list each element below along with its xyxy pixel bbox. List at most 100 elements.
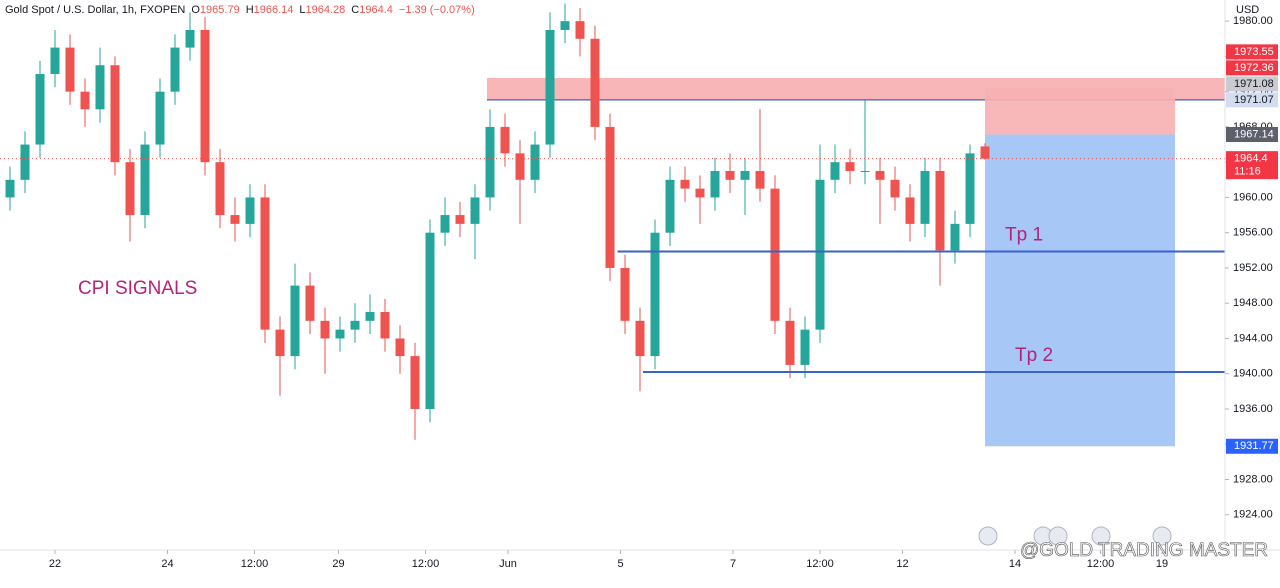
candle-body: [680, 179, 690, 189]
candle-body: [380, 312, 390, 339]
x-tick-label: 7: [730, 558, 736, 570]
candle-body: [170, 47, 180, 92]
header: Gold Spot / U.S. Dollar, 1h, FXOPEN O1965…: [5, 4, 475, 16]
target-zone: [985, 134, 1176, 447]
candle-body: [605, 126, 615, 268]
y-tick-label: 1952.00: [1233, 262, 1273, 274]
annotation: CPI SIGNALS: [78, 278, 197, 299]
header-item: 1965.79: [200, 4, 240, 16]
price-label: 1973.55: [1234, 46, 1274, 58]
candle-body: [365, 312, 375, 321]
header-item: H: [246, 4, 254, 16]
price-label-box: [1226, 44, 1278, 60]
candle-body: [875, 170, 885, 180]
y-tick-label: 1940.00: [1233, 368, 1273, 380]
x-tick-label: 12:00: [412, 558, 440, 570]
candle-body: [125, 162, 135, 216]
candle-body: [935, 170, 945, 251]
candle-body: [215, 162, 225, 216]
event-flag[interactable]: [1091, 526, 1111, 546]
candle-body: [800, 329, 810, 365]
price-label-box: [1226, 438, 1278, 454]
header-item: L: [299, 4, 305, 16]
candle-body: [545, 29, 555, 145]
x-tick-label: 24: [161, 558, 173, 570]
x-tick-label: 12:00: [806, 558, 834, 570]
candle-body: [590, 38, 600, 127]
candle-body: [650, 232, 660, 357]
candle-body: [950, 223, 960, 251]
event-flag[interactable]: [1152, 526, 1172, 546]
price-label: 1931.77: [1234, 440, 1274, 452]
x-tick-label: 22: [49, 558, 61, 570]
tp-label: Tp 2: [1015, 345, 1053, 366]
candle-body: [410, 356, 420, 409]
header-item: −1.39 (−0.07%): [399, 4, 475, 16]
currency: USD: [1236, 4, 1259, 16]
price-label-box: [1226, 92, 1278, 108]
candle-body: [440, 215, 450, 233]
y-tick-label: 1980.00: [1233, 15, 1273, 27]
candle-body: [185, 29, 195, 48]
candle-body: [35, 74, 45, 145]
countdown: 11:16: [1234, 166, 1261, 178]
candle-body: [335, 329, 345, 339]
candle-body: [860, 170, 870, 172]
x-tick-label: 29: [332, 558, 344, 570]
price-label: 1971.08: [1234, 78, 1274, 90]
candle-body: [725, 170, 735, 180]
price-label: 1967.14: [1234, 128, 1274, 140]
candle-body: [305, 285, 315, 321]
price-label-box: [1226, 76, 1278, 92]
y-tick-label: 1924.00: [1233, 509, 1273, 521]
candle-body: [530, 144, 540, 180]
candle-body: [155, 91, 165, 145]
price-label-box: [1226, 127, 1278, 143]
event-flag[interactable]: [978, 526, 998, 546]
header-item: 1964.28: [306, 4, 346, 16]
candle-body: [425, 232, 435, 409]
candle-body: [965, 153, 975, 224]
header-item: Gold Spot / U.S. Dollar, 1h, FXOPEN: [5, 4, 185, 16]
candle-body: [500, 126, 510, 154]
candle-body: [65, 47, 75, 92]
candle-body: [350, 320, 360, 330]
event-flag[interactable]: [1048, 526, 1068, 546]
tp-label: Tp 1: [1005, 225, 1043, 246]
candle-body: [635, 320, 645, 357]
price-label-box: [1226, 151, 1278, 180]
candle-body: [245, 197, 255, 224]
candle-body: [620, 267, 630, 321]
candle-body: [455, 215, 465, 224]
y-tick-label: 1956.00: [1233, 227, 1273, 239]
x-tick-label: 12:00: [1087, 558, 1115, 570]
candle-body: [470, 197, 480, 224]
x-tick-label: Jun: [499, 558, 517, 570]
candle-body: [770, 188, 780, 321]
watermark: @GOLD TRADING MASTER: [1020, 540, 1268, 561]
stop-zone: [985, 88, 1176, 135]
candle-body: [890, 179, 900, 198]
y-tick-label: 1960.00: [1233, 191, 1273, 203]
candle-body: [50, 47, 60, 75]
header-item: 1966.14: [254, 4, 294, 16]
candle-body: [755, 170, 765, 189]
x-tick-label: 14: [1009, 558, 1021, 570]
price-label-box: [1226, 60, 1278, 76]
candle-body: [80, 91, 90, 110]
y-tick-label: 1948.00: [1233, 297, 1273, 309]
candle-body: [815, 179, 825, 330]
candle-body: [980, 146, 990, 159]
candle-body: [905, 197, 915, 224]
plot-area: Tp 1 Tp 2: [0, 3, 1225, 447]
candle-body: [200, 29, 210, 163]
x-tick-label: 12: [896, 558, 908, 570]
x-tick-label: 5: [617, 558, 623, 570]
x-tick-label: 19: [1156, 558, 1168, 570]
candle-body: [140, 144, 150, 216]
candle-body: [260, 197, 270, 330]
y-tick-label: 1936.00: [1233, 403, 1273, 415]
candle-body: [785, 320, 795, 365]
price-label: 1964.4: [1234, 153, 1268, 165]
x-tick-label: 12:00: [241, 558, 269, 570]
